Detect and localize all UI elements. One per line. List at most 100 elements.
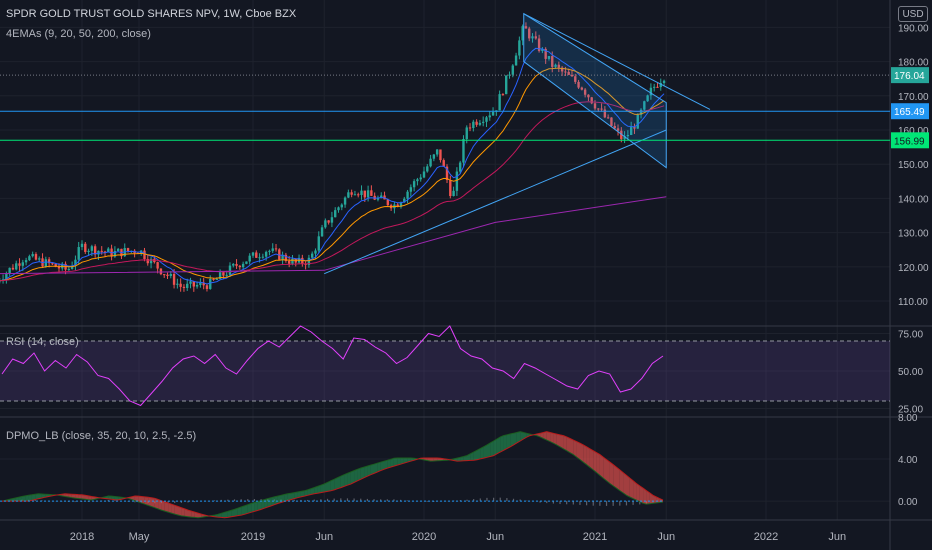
candle-body [212, 278, 215, 280]
dpmo-cloud-segment [257, 500, 262, 511]
candle-body [284, 254, 288, 261]
dpmo-cloud-segment [347, 472, 351, 486]
dpmo-cloud-segment [168, 503, 172, 514]
candle-body [228, 265, 232, 275]
candle-body [149, 258, 153, 264]
candle-body [38, 258, 41, 260]
dpmo-cloud-segment [483, 444, 487, 459]
dpmo-histogram-bar [486, 497, 488, 502]
candle-body [314, 250, 317, 254]
price-tick-label: 170.00 [898, 92, 929, 103]
dpmo-cloud-segment [364, 466, 368, 478]
candle-body [18, 263, 21, 266]
price-tick-label: 130.00 [898, 229, 929, 240]
dpmo-cloud-segment [583, 444, 587, 465]
dpmo-cloud-segment [114, 496, 119, 500]
candle-body [435, 149, 439, 155]
dpmo-cloud-segment [560, 434, 564, 449]
dpmo-cloud-segment [460, 456, 464, 461]
dpmo-cloud-segment [576, 441, 580, 460]
dpmo-histogram-bar [194, 501, 196, 503]
dpmo-cloud-segment [234, 508, 238, 517]
candle-body [567, 71, 570, 75]
time-axis-label: 2021 [583, 531, 607, 543]
dpmo-cloud-segment [304, 489, 308, 497]
candle-body [21, 262, 25, 266]
dpmo-cloud-segment [563, 435, 567, 451]
dpmo-histogram-bar [399, 499, 402, 502]
dpmo-histogram-bar [393, 499, 395, 502]
dpmo-histogram-bar [373, 499, 375, 502]
dpmo-cloud-segment [227, 510, 232, 518]
candle-body [169, 273, 172, 277]
dpmo-cloud-segment [144, 496, 149, 506]
candle-body [560, 67, 564, 72]
candle-body [376, 197, 380, 200]
currency-badge[interactable]: USD [898, 6, 928, 22]
dpmo-histogram-bar [34, 499, 36, 502]
dpmo-histogram-bar [346, 498, 349, 502]
candle-body [511, 65, 514, 75]
candle-body [209, 278, 212, 289]
dpmo-histogram-bar [174, 501, 176, 503]
dpmo-cloud-segment [370, 464, 374, 475]
dpmo-cloud-segment [337, 476, 341, 489]
dpmo-cloud-segment [344, 473, 348, 487]
dpmo-cloud-segment [111, 496, 115, 500]
green-line-price-badge-bg [891, 132, 929, 149]
dpmo-cloud-segment [586, 446, 590, 468]
candle-body [195, 284, 199, 287]
candle-body [353, 194, 357, 196]
dpmo-histogram-bar [187, 501, 189, 503]
dpmo-cloud-segment [550, 432, 554, 444]
ema-indicator-label[interactable]: 4EMAs (9, 20, 50, 200, close) [6, 28, 151, 40]
dpmo-cloud-segment [553, 433, 557, 445]
candle-body [146, 259, 149, 264]
dpmo-cloud-segment [194, 512, 198, 518]
candle-body [521, 26, 524, 41]
candle-body [360, 190, 363, 196]
candle-body [261, 256, 265, 258]
dpmo-histogram-bar [74, 501, 76, 503]
dpmo-cloud-segment [28, 494, 32, 502]
dpmo-cloud-segment [387, 459, 391, 469]
dpmo-cloud-segment [221, 512, 225, 518]
candle-body [429, 158, 432, 167]
dpmo-histogram-bar [552, 501, 554, 504]
candle-body [610, 117, 613, 126]
candle-body [662, 80, 666, 84]
candle-body [518, 40, 521, 56]
dpmo-histogram-bar [227, 499, 229, 502]
dpmo-cloud-segment [244, 504, 248, 515]
dpmo-indicator-label[interactable]: DPMO_LB (close, 35, 20, 10, 2.5, -2.5) [6, 430, 197, 442]
candle-body [366, 190, 370, 198]
dpmo-cloud-segment [633, 480, 637, 501]
candle-body [93, 246, 97, 255]
candle-body [143, 250, 146, 260]
candle-body [222, 272, 225, 276]
candle-body [606, 117, 610, 119]
rsi-indicator-label[interactable]: RSI (14, close) [6, 336, 79, 348]
dpmo-cloud-segment [174, 505, 178, 515]
dpmo-cloud-segment [463, 455, 467, 461]
dpmo-tick-label: 8.00 [898, 413, 918, 424]
time-axis-label: May [129, 531, 150, 543]
candle-body [324, 220, 327, 228]
candle-body [327, 220, 330, 223]
dpmo-cloud-segment [616, 467, 620, 491]
candle-body [330, 217, 334, 223]
dpmo-histogram-bar [360, 498, 362, 502]
dpmo-cloud-segment [606, 459, 610, 484]
candle-body [551, 56, 554, 67]
last-price-badge: 176.04 [894, 71, 925, 82]
dpmo-cloud-segment [300, 490, 305, 497]
ema-9-line [0, 47, 665, 285]
candle-body [287, 260, 291, 264]
candle-body [626, 135, 630, 137]
dpmo-cloud-segment [254, 501, 258, 512]
dpmo-cloud-segment [108, 496, 112, 500]
dpmo-tick-label: 0.00 [898, 497, 918, 508]
dpmo-histogram-bar [426, 501, 428, 502]
channel-resistance-line [523, 13, 711, 110]
dpmo-cloud-segment [317, 485, 321, 494]
